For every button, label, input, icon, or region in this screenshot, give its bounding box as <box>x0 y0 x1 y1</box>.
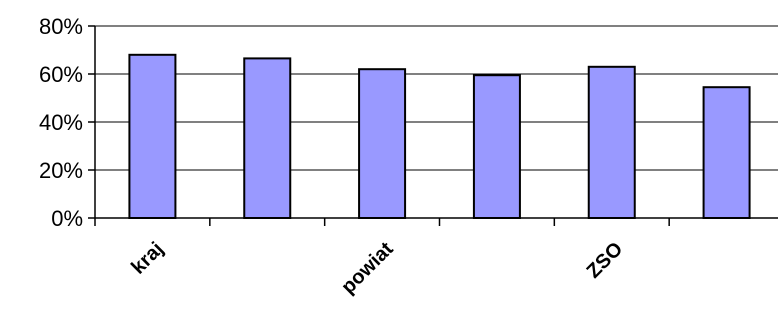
x-tick-label: kraj <box>127 238 168 279</box>
bar <box>128 53 177 219</box>
labels: 0% 20% 40% 60% 80% kraj powiat ZSO <box>39 14 627 298</box>
bar <box>587 65 636 219</box>
bar <box>472 74 521 219</box>
y-tick-label: 20% <box>39 158 83 183</box>
gridlines <box>95 25 778 171</box>
y-tick-label: 40% <box>39 110 83 135</box>
y-tick-label: 60% <box>39 62 83 87</box>
y-tick-label: 0% <box>51 206 83 231</box>
axes <box>88 25 778 226</box>
y-tick-label: 80% <box>39 14 83 39</box>
x-tick-label: ZSO <box>583 238 628 283</box>
x-tick-label: powiat <box>337 238 398 299</box>
bar <box>702 86 751 219</box>
bars <box>128 53 751 220</box>
bar <box>243 57 292 220</box>
bar <box>358 68 407 219</box>
